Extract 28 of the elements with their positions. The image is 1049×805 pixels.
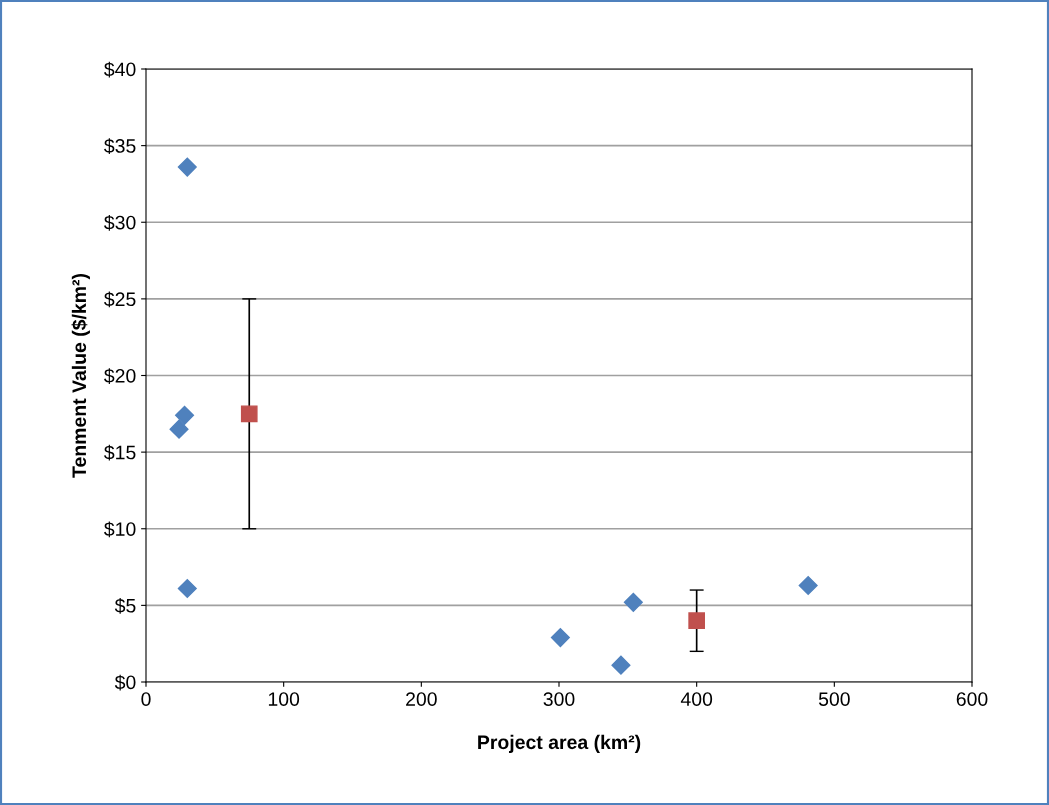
- point: [611, 655, 631, 675]
- x-axis-title: Project area (km²): [478, 734, 641, 753]
- x-tick-label: 600: [956, 692, 988, 706]
- x-tick-label: 200: [406, 692, 437, 706]
- y-tick-label: $20: [104, 368, 136, 384]
- point: [177, 578, 197, 599]
- x-tick-label: 500: [818, 692, 850, 706]
- x-tick-label: 0: [141, 692, 151, 706]
- y-tick-label: $10: [104, 521, 136, 538]
- x-tick-label: 300: [543, 692, 575, 706]
- point: [688, 612, 706, 630]
- point: [798, 575, 818, 595]
- y-tick-label: $40: [104, 61, 136, 78]
- y-axis-title: Tenment Value ($/km²): [71, 273, 90, 478]
- y-tick-label: $15: [104, 444, 136, 461]
- point: [169, 419, 189, 439]
- y-tick-label: $0: [114, 674, 136, 691]
- point: [240, 405, 258, 423]
- y-tick-label: $25: [104, 291, 136, 308]
- x-tick-label: 100: [268, 692, 300, 706]
- x-tick-label: 400: [680, 692, 713, 706]
- point: [550, 628, 570, 648]
- y-tick-label: $35: [104, 138, 136, 155]
- point: [175, 405, 195, 425]
- y-tick-label: $5: [114, 598, 136, 614]
- point: [623, 592, 643, 612]
- point: [177, 157, 197, 177]
- y-tick-label: $30: [104, 214, 136, 231]
